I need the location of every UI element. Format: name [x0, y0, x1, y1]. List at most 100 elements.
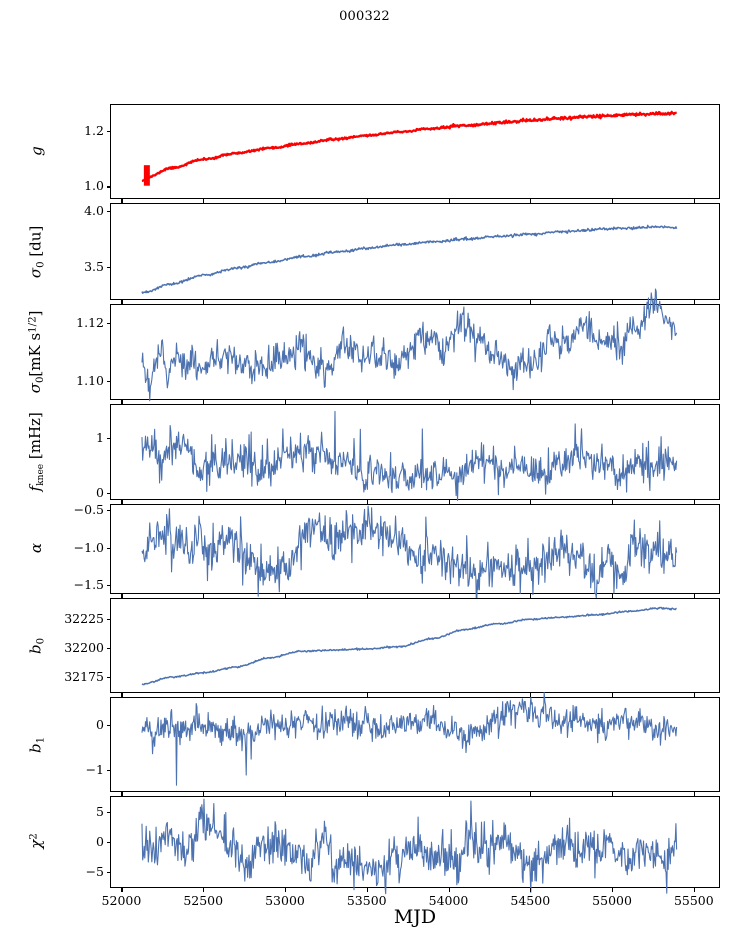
y-tick-mark [106, 381, 111, 383]
y-tick-label: −0.5 [73, 502, 104, 517]
gain-outlier-spike [143, 165, 150, 186]
x-tick-mark [693, 300, 695, 304]
data-line-sigma0-du [142, 225, 677, 293]
x-tick-mark [121, 500, 123, 504]
y-tick-label: −5 [85, 864, 104, 880]
x-tick-mark [121, 888, 123, 892]
data-line-f-knee [142, 411, 677, 500]
x-tick-mark [284, 594, 287, 598]
y-tick-mark [106, 130, 111, 132]
x-tick-mark [284, 693, 287, 697]
x-tick-label: 52500 [183, 893, 224, 908]
plot-area-sigma0-mK [111, 305, 719, 399]
x-tick-mark [448, 300, 450, 304]
y-tick-label: −1.0 [73, 539, 104, 555]
y-tick-label: 32175 [64, 668, 104, 684]
x-tick-mark [693, 500, 695, 504]
y-tick-mark [106, 510, 111, 512]
x-tick-mark [203, 888, 205, 892]
x-tick-mark [693, 400, 695, 404]
x-tick-mark [693, 792, 695, 796]
y-tick-mark [106, 770, 111, 772]
plot-area-alpha [111, 505, 719, 593]
x-tick-mark [284, 792, 287, 796]
y-tick-mark [106, 186, 111, 188]
x-tick-mark [366, 500, 368, 504]
y-tick-label: 1 [96, 430, 104, 445]
plot-area-b0 [111, 599, 719, 692]
plot-panel-f-knee [110, 404, 720, 500]
x-tick-mark [121, 792, 123, 796]
y-tick-mark [106, 676, 111, 678]
y-ticks-sigma0-mK: 1.10 1.12 [0, 304, 104, 400]
x-tick-mark [366, 199, 368, 203]
x-tick-mark [612, 199, 614, 203]
plot-area-chi-squared [111, 797, 719, 887]
x-tick-mark [203, 594, 205, 598]
x-tick-mark [366, 888, 368, 892]
x-tick-mark [366, 400, 368, 404]
x-tick-label: 54000 [428, 893, 469, 908]
x-tick-mark [284, 199, 287, 203]
x-tick-mark [693, 594, 695, 598]
x-tick-mark [203, 199, 205, 203]
x-tick-mark [693, 199, 695, 203]
y-tick-label: 32225 [64, 610, 104, 626]
plot-area-f-knee [111, 405, 719, 499]
x-tick-mark [448, 594, 450, 598]
x-tick-mark [530, 693, 532, 697]
data-line-b1 [142, 693, 677, 786]
x-tick-label: 54500 [510, 893, 551, 908]
x-tick-mark [284, 300, 287, 304]
x-tick-mark [121, 300, 123, 304]
data-line-chi-squared [142, 799, 677, 894]
data-line-alpha [142, 506, 677, 613]
y-ticks-sigma0-du: 3.5 4.0 [0, 203, 104, 300]
plot-panel-b1 [110, 697, 720, 792]
y-ticks-alpha: −0.5 −1.0 −1.5 [0, 502, 104, 594]
x-tick-mark [448, 792, 450, 796]
y-tick-mark [106, 267, 111, 269]
y-tick-mark [106, 438, 111, 440]
smoothed-gain-overlay [142, 112, 677, 181]
x-tick-mark [448, 888, 450, 892]
y-tick-mark [106, 647, 111, 649]
x-tick-mark [448, 693, 450, 697]
x-tick-mark [448, 500, 450, 504]
plot-panel-sigma0-mK [110, 304, 720, 400]
x-tick-mark [366, 300, 368, 304]
x-tick-mark [448, 199, 450, 203]
x-axis-label: MJD [393, 906, 437, 928]
x-tick-mark [530, 792, 532, 796]
y-tick-label: 4.0 [84, 202, 104, 218]
y-tick-label: 0 [96, 717, 104, 733]
x-tick-mark [612, 300, 614, 304]
y-ticks-chi-squared: 5 0 −5 [0, 796, 104, 888]
y-tick-mark [106, 585, 111, 587]
x-tick-label: 53500 [346, 893, 387, 908]
x-tick-label: 55500 [673, 893, 714, 908]
x-tick-mark [693, 693, 695, 697]
y-tick-mark [106, 492, 111, 494]
x-tick-label: 53000 [265, 893, 305, 908]
y-tick-mark [106, 547, 111, 549]
y-tick-label: 32200 [64, 639, 104, 655]
plot-area-b1 [111, 698, 719, 791]
x-tick-mark [203, 792, 205, 796]
x-tick-mark [530, 199, 532, 203]
plot-panel-chi-squared [110, 796, 720, 888]
x-tick-mark [366, 693, 368, 697]
x-tick-mark [121, 594, 123, 598]
x-tick-mark [612, 500, 614, 504]
x-tick-mark [530, 594, 532, 598]
plot-panel-b0 [110, 598, 720, 693]
x-tick-mark [366, 792, 368, 796]
x-tick-mark [530, 500, 532, 504]
y-tick-label: 0 [96, 484, 104, 500]
x-tick-mark [612, 594, 614, 598]
x-tick-label: 55000 [592, 893, 632, 908]
x-tick-mark [448, 400, 450, 404]
x-tick-mark [203, 500, 205, 504]
y-tick-label: 5 [96, 803, 104, 819]
